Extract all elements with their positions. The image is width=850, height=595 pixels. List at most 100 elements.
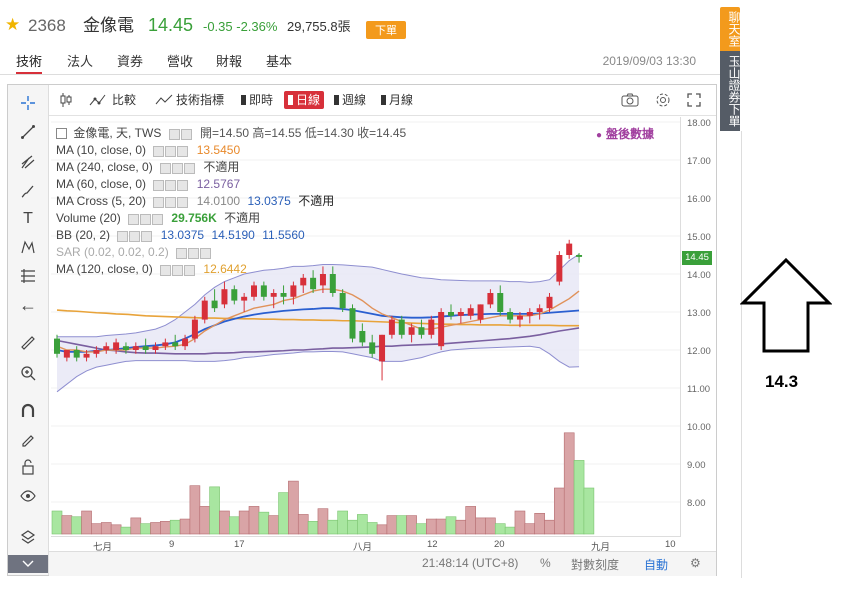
- fullscreen-icon[interactable]: [687, 91, 701, 109]
- compare-button[interactable]: 比較: [89, 91, 136, 109]
- legend-controls-icon[interactable]: [168, 126, 193, 142]
- candle-body: [349, 308, 356, 339]
- indicator-icon: [155, 94, 173, 105]
- brush-icon[interactable]: [16, 179, 40, 203]
- bb-band: [57, 254, 580, 392]
- y-tick: 18.00: [687, 118, 711, 129]
- candle-body: [54, 338, 60, 354]
- chat-room-button[interactable]: 聊天室: [720, 7, 741, 51]
- volume-bar: [238, 510, 250, 535]
- fib-icon[interactable]: [16, 264, 40, 288]
- quote-datetime: 2019/09/03 13:30: [602, 54, 696, 68]
- legend-controls-icon[interactable]: [128, 211, 164, 227]
- lock-drawing-icon[interactable]: [16, 427, 40, 451]
- realtime-label: 即時: [249, 93, 274, 107]
- eye-icon[interactable]: [16, 484, 40, 508]
- legend-ma60-value: 12.5767: [196, 177, 241, 191]
- legend-controls-icon[interactable]: [160, 160, 196, 176]
- volume-bar: [554, 487, 565, 535]
- tab-financials[interactable]: 財報: [216, 54, 243, 69]
- x-tick: 12: [427, 539, 438, 550]
- legend-volume-value: 29.756K: [171, 211, 217, 225]
- bar-icon: [241, 95, 246, 105]
- legend-controls-icon[interactable]: [117, 228, 153, 244]
- tab-technical[interactable]: 技術: [16, 54, 43, 74]
- tab-revenue[interactable]: 營收: [167, 54, 194, 69]
- order-button[interactable]: 下單: [366, 21, 406, 39]
- tab-basic[interactable]: 基本: [266, 54, 293, 69]
- volume-bar: [258, 511, 270, 535]
- bar-icon: [334, 95, 339, 105]
- legend-controls-icon[interactable]: [153, 143, 189, 159]
- chart-type-icon[interactable]: [59, 91, 73, 109]
- legend-macross-v1: 14.0100: [196, 194, 241, 208]
- indicators-button[interactable]: 技術指標: [155, 91, 224, 109]
- x-axis: 七月 9 17 八月 12 20 九月 10: [51, 536, 680, 553]
- candle-body: [270, 293, 277, 297]
- y-tick: 9.00: [687, 460, 706, 471]
- candle-body: [93, 350, 100, 354]
- volume-bar: [229, 516, 240, 535]
- interval-monthly[interactable]: 月線: [381, 91, 413, 109]
- y-tick: 10.00: [687, 422, 711, 433]
- candle-body: [329, 274, 336, 293]
- interval-weekly[interactable]: 週線: [334, 91, 366, 109]
- crosshair-icon[interactable]: [16, 91, 40, 115]
- lock-icon[interactable]: [16, 455, 40, 479]
- volume-bar: [347, 519, 358, 535]
- collapse-toolbar-icon[interactable]: [8, 555, 48, 573]
- auto-scale-toggle[interactable]: 自動: [644, 558, 669, 572]
- y-tick: 12.00: [687, 346, 711, 357]
- statusbar-settings-icon[interactable]: ⚙: [690, 556, 701, 570]
- broker-order-button[interactable]: 玉山證券下單: [720, 51, 741, 131]
- volume-bar: [288, 480, 299, 535]
- legend-controls-icon[interactable]: [153, 177, 189, 193]
- candle-body: [191, 319, 198, 339]
- volume-bar: [366, 522, 378, 535]
- settings-gear-icon[interactable]: [655, 91, 671, 109]
- x-tick: 20: [494, 539, 505, 550]
- price-chart[interactable]: [51, 117, 680, 535]
- log-scale-toggle[interactable]: 對數刻度: [571, 558, 620, 572]
- price-change: -0.35 -2.36%: [203, 19, 278, 34]
- interval-daily[interactable]: 日線: [284, 91, 325, 109]
- after-hours-link[interactable]: 盤後數據: [596, 125, 654, 142]
- volume-bar: [524, 523, 536, 535]
- candle-body: [398, 319, 405, 335]
- ma120-line: [56, 309, 580, 327]
- trend-line-icon[interactable]: [16, 120, 40, 144]
- legend-macross-label: MA Cross (5, 20): [56, 194, 147, 208]
- interval-realtime[interactable]: 即時: [241, 91, 273, 109]
- ruler-icon[interactable]: [16, 331, 40, 355]
- candle-body: [280, 293, 287, 297]
- collapse-icon[interactable]: [56, 128, 67, 140]
- favorite-star-icon[interactable]: ★: [5, 15, 21, 34]
- volume-bar: [357, 514, 368, 535]
- back-arrow-icon[interactable]: ←: [19, 294, 37, 315]
- magnet-icon[interactable]: [16, 399, 40, 423]
- legend-ma120-value: 12.6442: [203, 262, 247, 276]
- volume-bar: [189, 485, 201, 535]
- percent-toggle[interactable]: %: [540, 556, 551, 570]
- legend-main: 金像電, 天, TWS 開=14.50 高=14.55 低=14.30 收=14…: [56, 125, 406, 141]
- legend-controls-icon[interactable]: [153, 194, 189, 210]
- volume-bar: [219, 510, 230, 535]
- candle-body: [152, 346, 159, 350]
- text-tool-icon[interactable]: T: [23, 210, 33, 227]
- legend-sar: SAR (0.02, 0.02, 0.2): [56, 244, 216, 260]
- tab-margin[interactable]: 資券: [117, 54, 144, 69]
- volume-bar: [563, 432, 575, 535]
- up-arrow-annotation: [740, 257, 832, 353]
- pitchfork-icon[interactable]: [16, 150, 40, 174]
- camera-icon[interactable]: [621, 91, 639, 109]
- candle-body: [142, 346, 149, 350]
- candle-body: [556, 255, 563, 282]
- x-tick: 八月: [353, 542, 373, 553]
- layers-icon[interactable]: [16, 525, 40, 549]
- zoom-in-icon[interactable]: [16, 361, 40, 385]
- legend-controls-icon[interactable]: [160, 262, 196, 278]
- tab-institutional[interactable]: 法人: [67, 54, 94, 69]
- pattern-icon[interactable]: [16, 235, 40, 259]
- legend-controls-icon[interactable]: [176, 245, 212, 261]
- annotation-text: 14.3: [765, 372, 799, 391]
